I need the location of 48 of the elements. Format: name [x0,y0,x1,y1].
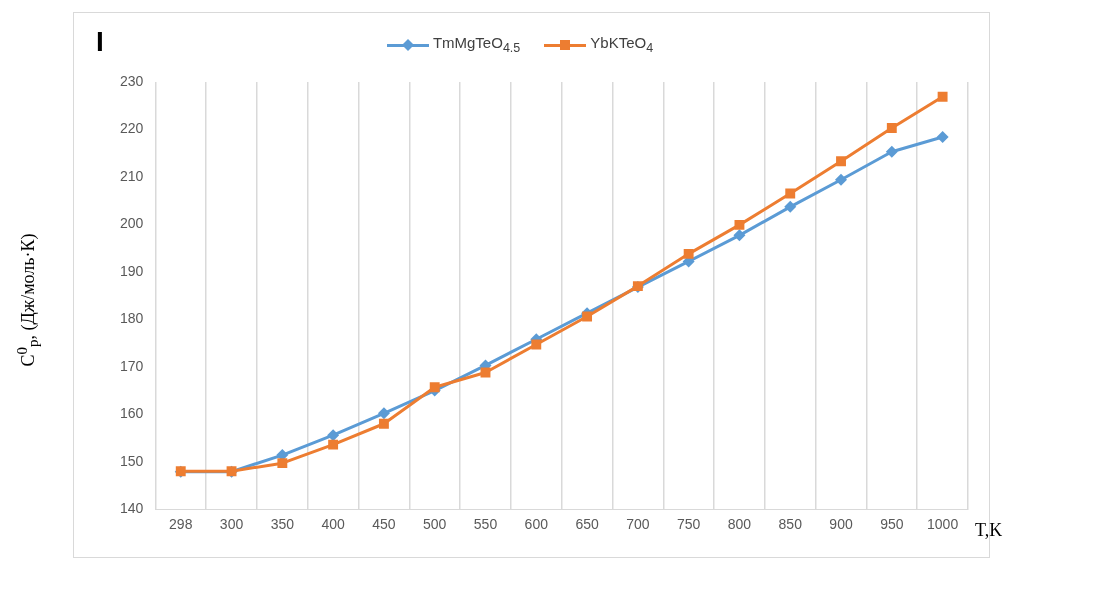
y-tick-label: 160 [120,405,144,422]
y-tick-label: 190 [120,262,144,279]
point [582,311,593,322]
point [784,200,797,213]
x-tick-label: 850 [778,516,803,533]
point [531,339,542,350]
y-tick-label: 140 [120,500,144,517]
x-tick-label: 300 [219,516,244,533]
x-tick-label: 800 [727,516,752,533]
point [836,156,846,167]
point [885,145,898,158]
y-tick-label: 170 [120,357,144,374]
x-tick-label: 650 [575,516,599,533]
point [937,91,948,102]
x-tick-label: 500 [423,516,447,533]
y-tick-label: 230 [120,72,144,89]
x-tick-label: 600 [524,516,549,533]
point [277,458,288,469]
x-tick-label: 400 [321,516,346,533]
point [429,382,440,393]
x-tick-label: 450 [372,516,396,533]
point [886,123,897,133]
chart-title: I [96,26,104,58]
point [936,131,949,144]
x-axis-title: T,K [975,520,1003,541]
point [328,439,339,450]
point [733,229,746,242]
x-tick-label: 750 [676,516,701,533]
x-tick-label: 298 [169,516,193,533]
x-tick-label: 1000 [927,516,959,533]
y-tick-label: 180 [120,310,144,327]
x-tick-label: 950 [880,516,904,533]
legend-label: TmMgTeO$_{4.5}$ [432,34,521,55]
point [378,418,389,429]
point [377,407,390,420]
point [835,173,848,186]
y-tick-label: 210 [120,167,144,184]
x-tick-label: 550 [473,516,498,533]
x-tick-label: 900 [829,516,853,533]
y-tick-label: 150 [120,452,144,469]
y-tick-label: 220 [120,120,144,137]
x-tick-label: 700 [626,516,650,533]
point [683,248,694,259]
legend-label: YbKTeO$_{4}$ [590,34,654,55]
y-tick-label: 200 [120,215,144,232]
x-tick-label: 350 [270,516,295,533]
point [734,219,745,230]
point [785,188,796,199]
